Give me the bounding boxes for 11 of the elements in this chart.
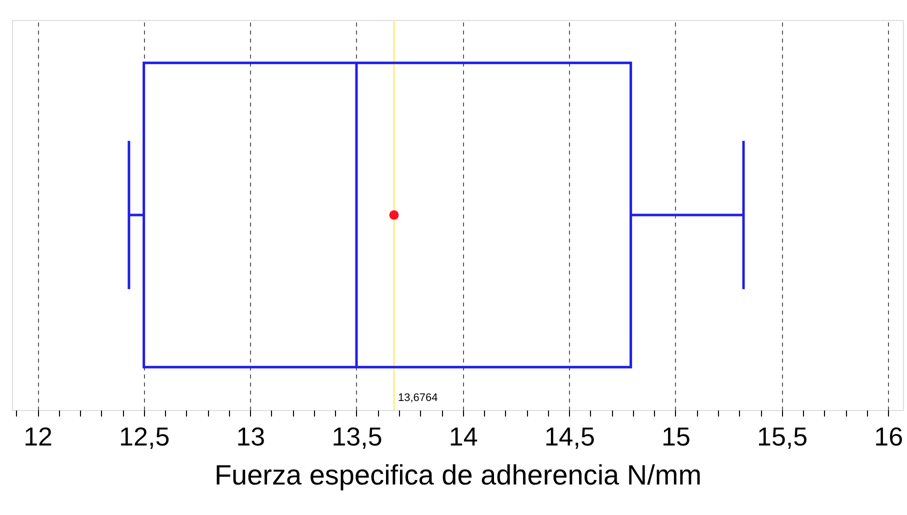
x-tick-label: 14 bbox=[448, 422, 478, 452]
ref-line-label: 13,6764 bbox=[398, 392, 438, 404]
x-tick-label: 13 bbox=[236, 422, 266, 452]
x-tick-label: 15,5 bbox=[756, 422, 808, 452]
x-tick-label: 14,5 bbox=[544, 422, 595, 452]
x-axis-title: Fuerza especifica de adherencia N/mm bbox=[214, 460, 702, 490]
x-tick-label: 16 bbox=[874, 422, 904, 452]
x-tick-label: 12,5 bbox=[119, 422, 170, 452]
x-tick-label: 15 bbox=[662, 422, 690, 452]
x-tick-label: 12 bbox=[24, 422, 52, 452]
x-tick-label: 13,5 bbox=[332, 422, 382, 452]
